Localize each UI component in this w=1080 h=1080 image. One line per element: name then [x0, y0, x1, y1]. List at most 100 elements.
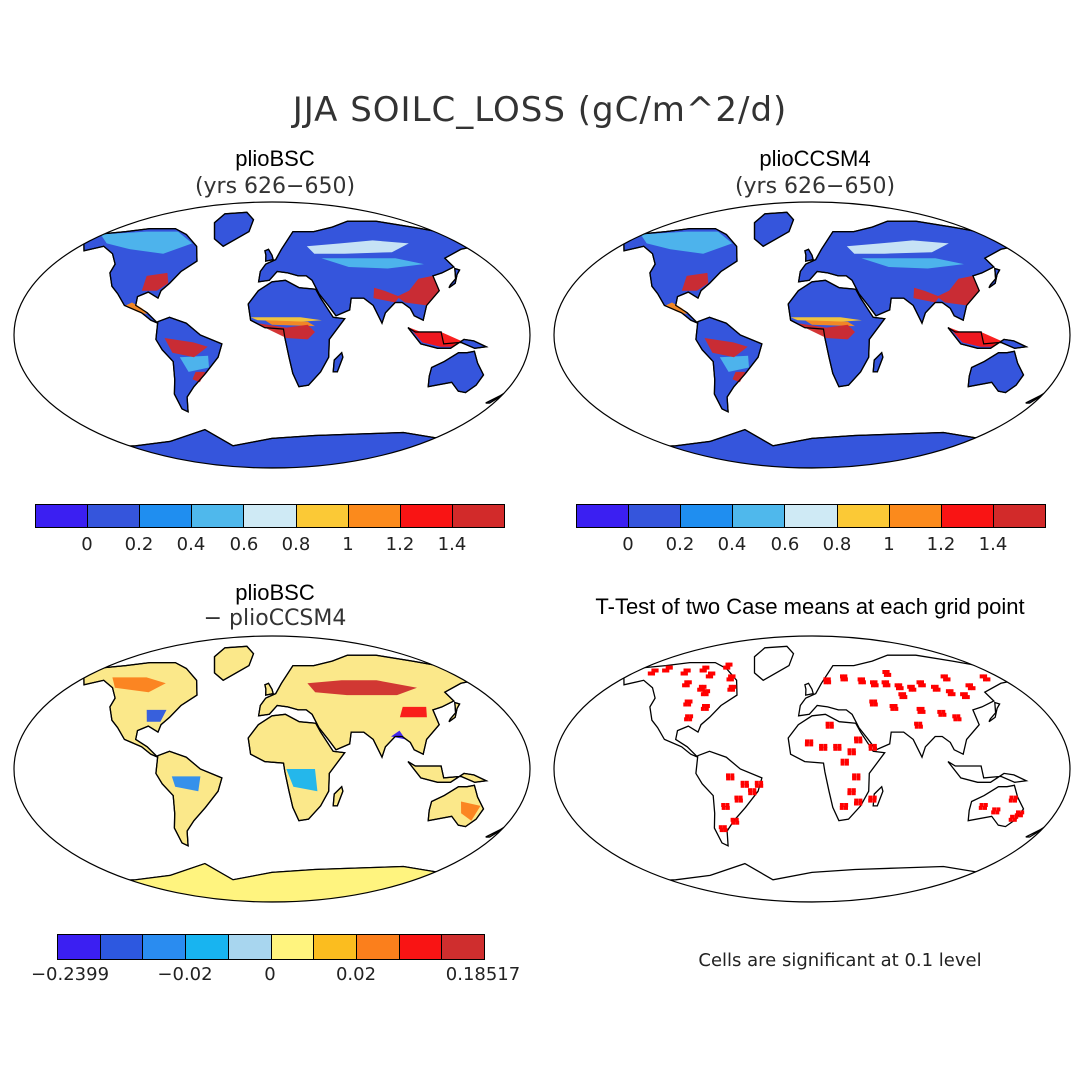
significant-cell: [823, 743, 828, 748]
colorbar-swatch: [356, 935, 400, 959]
value-zone: [179, 355, 209, 372]
significant-cell: [740, 780, 745, 785]
significant-cell: [651, 668, 656, 673]
coastline: [264, 248, 274, 262]
significance-note: Cells are significant at 0.1 level: [698, 950, 982, 971]
significant-cell: [665, 665, 670, 670]
significant-cell: [734, 817, 739, 822]
significant-cell: [979, 803, 984, 807]
significant-cell: [730, 773, 735, 778]
significant-cell: [945, 689, 950, 694]
significant-cell: [697, 687, 702, 692]
cbar-tl-tick: 1: [342, 534, 354, 555]
coastline: [988, 267, 1001, 289]
cbar-bl-tick: 0: [264, 964, 276, 985]
significant-cell: [995, 810, 1000, 815]
significant-cell: [704, 692, 709, 697]
significant-cell: [705, 704, 710, 708]
significant-cell: [805, 739, 809, 744]
value-zone: [732, 371, 746, 383]
colorbar-swatch: [785, 505, 838, 527]
significant-cell: [683, 671, 688, 676]
significant-cell: [962, 695, 966, 700]
significant-cell: [729, 677, 734, 682]
significant-cell: [687, 702, 692, 707]
significant-cell: [971, 686, 976, 691]
significant-cell: [931, 684, 935, 689]
significant-cell: [725, 805, 730, 810]
significant-cell: [662, 668, 667, 673]
significant-cell: [953, 717, 958, 722]
value-zone: [141, 272, 169, 291]
significant-cell: [759, 783, 764, 788]
colorbar-swatch: [296, 505, 349, 527]
value-zone: [125, 302, 148, 315]
difference-zone: [307, 680, 417, 696]
significant-cell: [825, 724, 830, 729]
significant-cell: [965, 695, 970, 700]
colorbar-swatch: [399, 935, 443, 959]
significant-cell: [936, 687, 941, 692]
colorbar-swatch: [400, 505, 453, 527]
significant-cell: [844, 805, 848, 810]
panel-bl-title: plioBSC: [235, 580, 315, 605]
significant-cell: [881, 680, 886, 685]
significant-cell: [726, 773, 730, 778]
significant-cell: [825, 721, 830, 726]
coastline: [753, 211, 795, 248]
significant-cell: [752, 788, 757, 793]
cbar-bl-tick: −0.2399: [30, 964, 110, 985]
significant-cell: [731, 820, 736, 825]
significant-cell: [745, 783, 749, 788]
significant-cell: [868, 795, 873, 800]
map-plioCCSM4: [553, 201, 1071, 469]
significant-cell: [918, 724, 923, 729]
significant-cell: [991, 810, 996, 815]
colorbar-swatch: [452, 505, 504, 527]
colorbar-swatch: [681, 505, 734, 527]
significant-cell: [823, 680, 828, 685]
significant-cell: [748, 791, 753, 796]
significant-cell: [723, 665, 728, 670]
significant-cell: [1016, 810, 1020, 815]
significant-cell: [1008, 798, 1013, 803]
coastline: [623, 228, 738, 324]
significant-cell: [809, 739, 814, 744]
significant-cell: [946, 677, 951, 682]
difference-zone: [461, 801, 481, 821]
significant-cell: [839, 803, 844, 807]
colorbar-swatch: [442, 935, 485, 959]
colorbar-plioBSC: [35, 504, 505, 528]
difference-zone: [399, 706, 427, 718]
map-ttest: [553, 635, 1071, 903]
panel-tl-title: plioBSC: [235, 146, 315, 171]
significant-cell: [917, 709, 922, 714]
significant-cell: [698, 684, 703, 689]
map-border: [13, 201, 531, 469]
significant-cell: [882, 683, 887, 688]
significant-cell: [858, 739, 863, 744]
panel-tr-title: plioCCSM4: [759, 146, 871, 171]
significant-cell: [837, 743, 842, 748]
significant-cell: [908, 687, 913, 692]
coastline: [448, 267, 461, 289]
significant-cell: [684, 680, 689, 685]
colorbar-swatch: [244, 505, 297, 527]
significant-cell: [726, 776, 731, 781]
significant-cell: [951, 692, 956, 697]
coastline: [155, 750, 223, 847]
colorbar-swatch: [889, 505, 942, 527]
significant-cell: [759, 780, 764, 785]
colorbar-swatch: [58, 935, 101, 959]
cbar-tl-tick: 1.4: [437, 534, 467, 555]
significant-cell: [819, 746, 824, 751]
value-zone: [396, 275, 440, 306]
significant-cell: [1012, 817, 1017, 822]
cbar-bl-tick: −0.02: [157, 964, 213, 985]
significant-cell: [887, 672, 892, 677]
significant-cell: [914, 724, 919, 729]
colorbar-swatch: [941, 505, 994, 527]
significant-cell: [932, 687, 937, 692]
value-zone: [665, 302, 688, 315]
significant-cell: [920, 680, 924, 685]
